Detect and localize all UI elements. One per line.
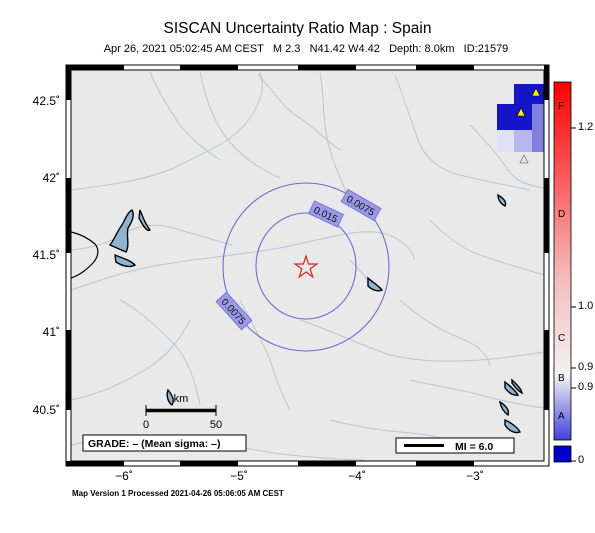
land-area bbox=[71, 70, 544, 461]
event-info: Apr 26, 2021 05:02:45 AM CEST M 2.3 N41.… bbox=[0, 43, 595, 55]
reservoir bbox=[497, 193, 507, 207]
event-id: ID:21579 bbox=[463, 43, 509, 55]
reservoir bbox=[166, 388, 174, 407]
event-magnitude: M 2.3 bbox=[272, 43, 301, 55]
cell bbox=[514, 130, 532, 152]
river bbox=[70, 319, 191, 401]
water-bodies bbox=[108, 193, 523, 434]
map-version-footer: Map Version 1 Processed 2021-04-26 05:06… bbox=[72, 489, 284, 498]
scale-bar: km 0 50 bbox=[143, 393, 222, 431]
lat-label: 42.5˚ bbox=[32, 94, 60, 108]
lon-label: −4˚ bbox=[348, 469, 366, 483]
river bbox=[70, 71, 263, 191]
triangle-icon bbox=[519, 154, 529, 164]
colorbar-value: 0 bbox=[578, 454, 585, 466]
frame-ticks bbox=[66, 65, 549, 466]
scale-end: 50 bbox=[210, 419, 222, 431]
river bbox=[469, 124, 545, 189]
reservoir bbox=[367, 276, 384, 292]
colorbar bbox=[553, 81, 576, 463]
cell bbox=[514, 84, 544, 104]
event-location: N41.42 W4.42 bbox=[309, 43, 380, 55]
colorbar-gradient bbox=[553, 81, 572, 441]
contour-inner bbox=[255, 212, 357, 320]
lat-label: 40.5˚ bbox=[32, 403, 60, 417]
cell bbox=[497, 130, 514, 152]
cell bbox=[497, 104, 532, 130]
colorbar-value: 0.9 bbox=[578, 381, 594, 393]
colorbar-grade: C bbox=[558, 333, 566, 344]
mi-box: MI = 6.0 bbox=[395, 437, 515, 454]
colorbar-grade: A bbox=[558, 411, 565, 422]
event-date: Apr 26, 2021 05:02:45 AM CEST bbox=[103, 43, 264, 55]
lon-label: −6˚ bbox=[115, 469, 133, 483]
river bbox=[119, 299, 201, 406]
reservoir bbox=[511, 378, 523, 395]
cell bbox=[532, 104, 544, 152]
reservoir bbox=[504, 418, 521, 434]
river bbox=[409, 379, 545, 409]
river bbox=[149, 71, 221, 161]
event-depth: Depth: 8.0km bbox=[389, 43, 455, 55]
river bbox=[199, 71, 281, 179]
colorbar-value: 0.9 bbox=[578, 361, 594, 373]
lat-label: 42˚ bbox=[42, 171, 60, 185]
reservoir bbox=[114, 253, 137, 268]
scale-unit: km bbox=[174, 393, 189, 405]
river bbox=[399, 299, 491, 366]
river bbox=[319, 71, 351, 206]
colorbar-grade: F bbox=[558, 101, 565, 112]
river bbox=[429, 219, 545, 276]
grade-box: GRADE: – (Mean sigma: –) bbox=[82, 434, 247, 452]
border-line bbox=[70, 231, 99, 279]
lon-label: −3˚ bbox=[466, 469, 484, 483]
reservoir bbox=[108, 209, 134, 253]
colorbar-value: 1.2 bbox=[578, 121, 594, 133]
colorbar-value: 1.0 bbox=[578, 300, 594, 312]
contour-outer bbox=[222, 182, 390, 352]
river bbox=[394, 74, 531, 191]
triangle-icon bbox=[516, 107, 526, 117]
reservoir bbox=[138, 209, 152, 232]
reservoir bbox=[499, 400, 510, 417]
mi-text: MI = 6.0 bbox=[455, 441, 493, 453]
colorbar-grade: B bbox=[558, 373, 565, 384]
map-title: SISCAN Uncertainty Ratio Map : Spain bbox=[163, 20, 432, 37]
river bbox=[299, 319, 545, 362]
lon-label: −5˚ bbox=[230, 469, 248, 483]
colorbar-min-swatch bbox=[553, 445, 572, 463]
star-icon bbox=[293, 254, 319, 279]
reservoir bbox=[504, 380, 520, 396]
scale-start: 0 bbox=[143, 419, 149, 431]
colorbar-grade: D bbox=[558, 209, 566, 220]
triangle-icon bbox=[531, 87, 541, 97]
lat-label: 41˚ bbox=[42, 325, 60, 339]
lat-label: 41.5˚ bbox=[32, 248, 60, 262]
grade-text: GRADE: – (Mean sigma: –) bbox=[88, 438, 220, 450]
uncertainty-cells bbox=[497, 84, 544, 152]
contours bbox=[222, 182, 390, 352]
river bbox=[70, 224, 233, 251]
stations bbox=[516, 87, 541, 164]
